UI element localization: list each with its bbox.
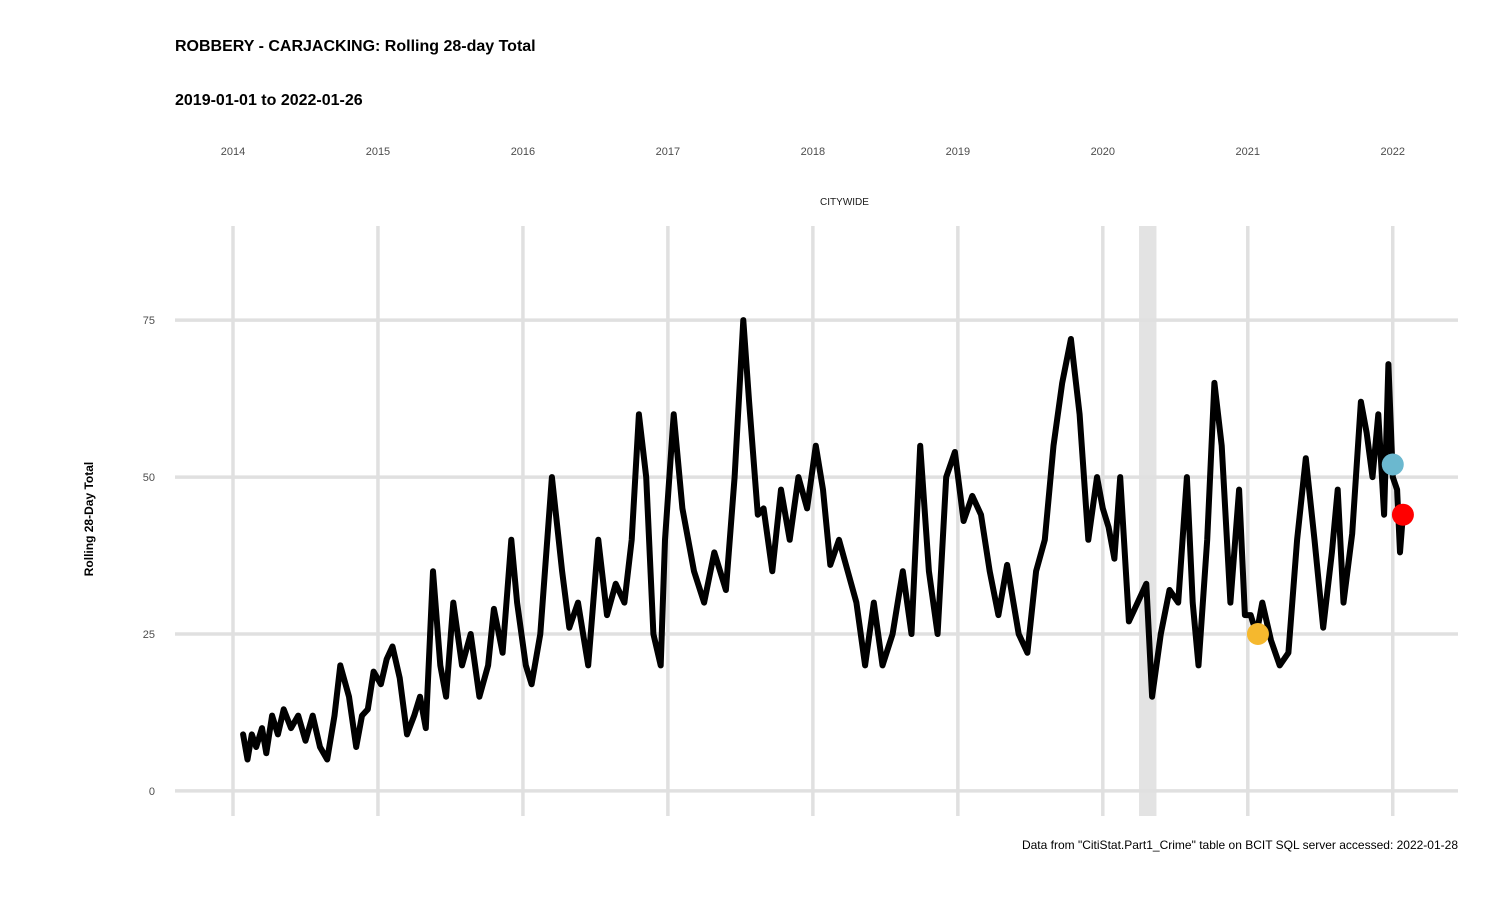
x-tick-label: 2014 xyxy=(221,146,245,158)
y-tick-label: 50 xyxy=(143,472,155,484)
series-line-0 xyxy=(240,317,1406,763)
x-tick-label: 2019 xyxy=(946,146,970,158)
highlight-point-1 xyxy=(1381,453,1404,476)
highlight-point-0 xyxy=(1246,622,1269,645)
y-tick-label: 25 xyxy=(143,629,155,641)
x-tick-label: 2021 xyxy=(1236,146,1260,158)
chart-caption: Data from "CitiStat.Part1_Crime" table o… xyxy=(1021,838,1458,852)
highlight-point-2 xyxy=(1391,503,1414,526)
y-axis-label: Rolling 28-Day Total xyxy=(82,462,96,576)
chart-title: ROBBERY - CARJACKING: Rolling 28-day Tot… xyxy=(175,38,536,55)
x-tick-label: 2020 xyxy=(1091,146,1115,158)
y-tick-label: 75 xyxy=(143,315,155,327)
x-tick-label: 2017 xyxy=(656,146,680,158)
x-tick-label: 2015 xyxy=(366,146,390,158)
y-tick-label: 0 xyxy=(149,786,155,798)
x-tick-label: 2018 xyxy=(801,146,825,158)
facet-label: CITYWIDE xyxy=(820,197,869,208)
x-tick-label: 2022 xyxy=(1381,146,1405,158)
shaded-period-band xyxy=(1139,226,1157,816)
x-tick-label: 2016 xyxy=(511,146,535,158)
chart-subtitle: 2019-01-01 to 2022-01-26 xyxy=(175,92,363,109)
